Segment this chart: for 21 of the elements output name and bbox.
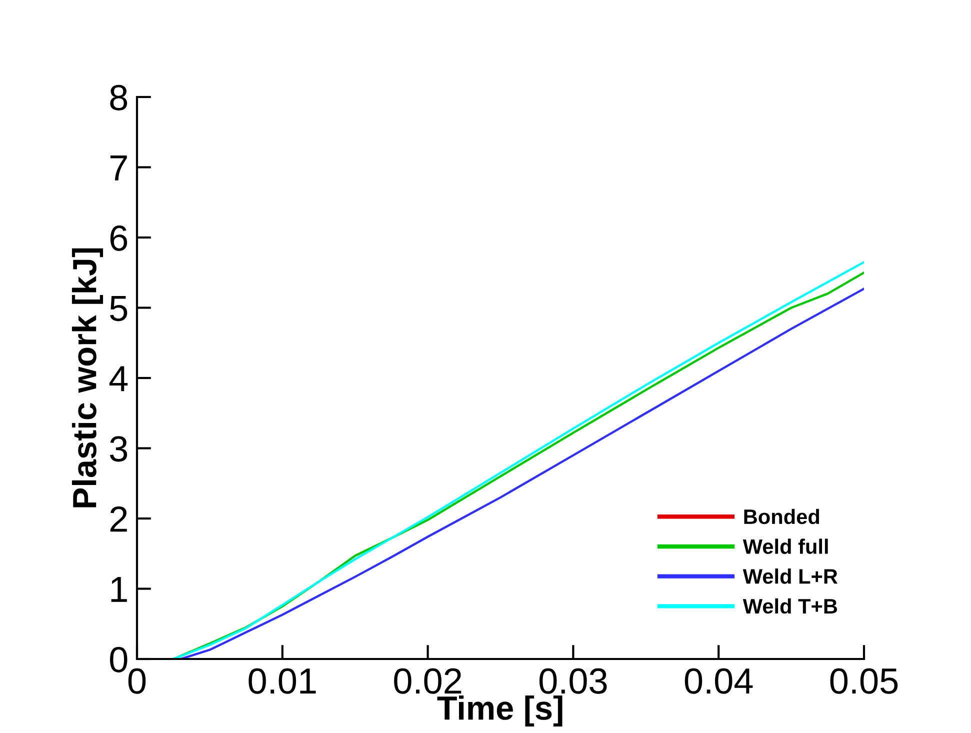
y-tick-label: 1 — [111, 576, 127, 602]
legend-label: Weld full — [742, 538, 828, 554]
x-tick-label: 0.04 — [684, 668, 753, 694]
legend-label: Bonded — [744, 508, 820, 524]
y-tick-label: 6 — [110, 225, 128, 251]
x-tick-label: 0.03 — [539, 668, 607, 694]
y-axis-title: Plastic work [kJ] — [72, 248, 104, 508]
x-axis-title: Time [s] — [437, 695, 562, 727]
x-tick-label: 0.05 — [830, 668, 898, 694]
y-tick-label: 3 — [110, 436, 128, 462]
legend-label: Weld L+R — [742, 568, 838, 584]
y-tick-label: 0 — [110, 646, 128, 672]
y-tick-label: 2 — [110, 506, 127, 532]
y-tick-label: 4 — [109, 366, 128, 392]
y-tick-label: 8 — [110, 84, 128, 110]
x-tick-label: 0 — [128, 668, 146, 694]
y-tick-label: 5 — [110, 296, 128, 322]
x-tick-label: 0.01 — [248, 668, 316, 694]
legend-label: Weld T+B — [742, 598, 838, 614]
x-tick-label: 0.02 — [394, 668, 462, 694]
y-tick-label: 7 — [110, 155, 127, 180]
